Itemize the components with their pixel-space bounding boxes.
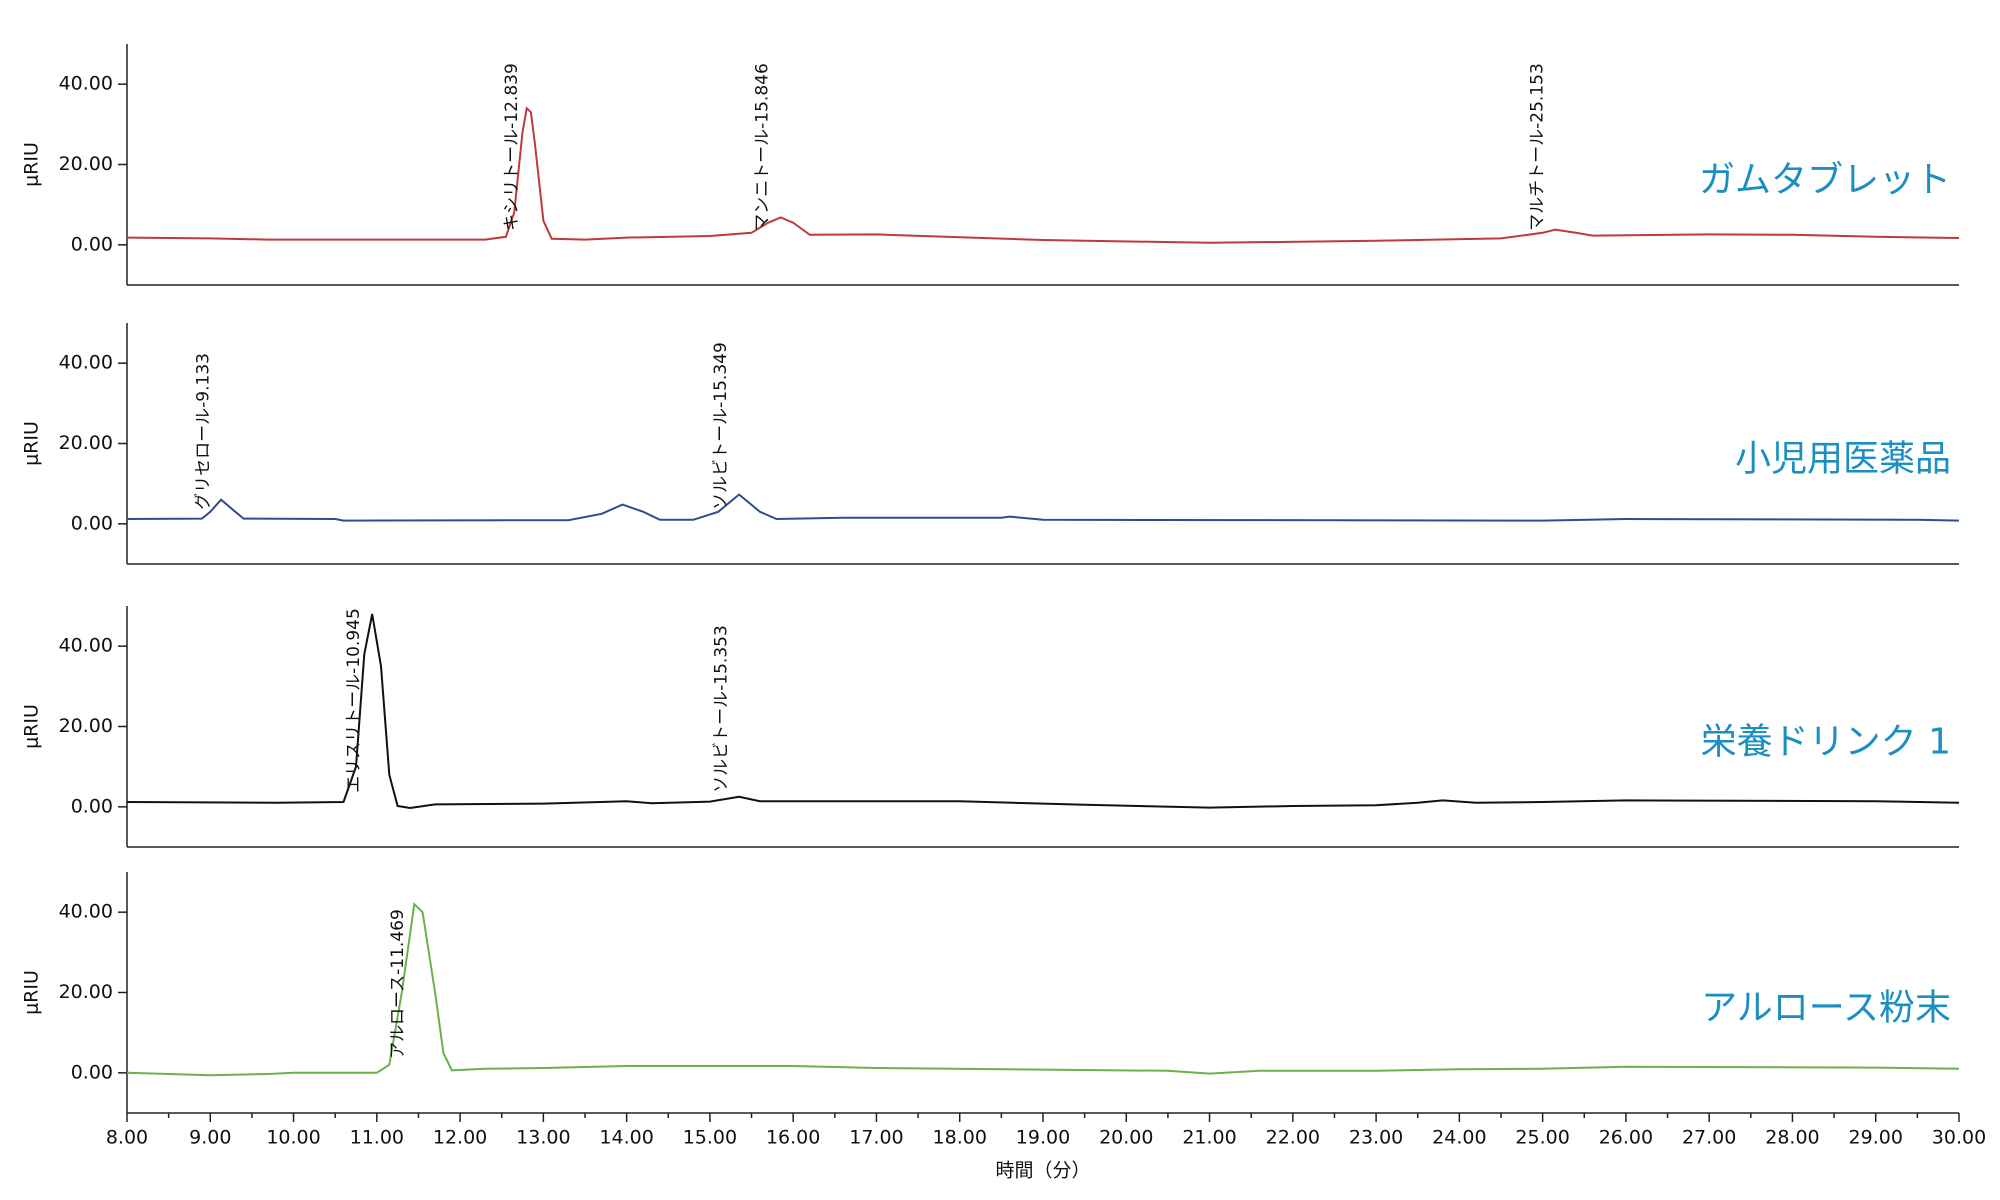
panel-label: 小児用医薬品 [1735,438,1951,479]
x-tick-label: 12.00 [433,1127,487,1149]
y-tick-label: 20.00 [59,153,113,175]
x-tick-label: 13.00 [516,1127,570,1149]
x-tick-label: 23.00 [1349,1127,1403,1149]
y-tick-label: 40.00 [59,73,113,95]
y-tick-label: 20.00 [59,432,113,454]
x-tick-label: 19.00 [1016,1127,1070,1149]
x-tick-label: 29.00 [1849,1127,1903,1149]
peak-label: グリセロール-9.133 [193,353,213,510]
y-axis-label: μRIU [21,704,43,749]
panel-label: アルロース粉末 [1701,987,1951,1028]
y-tick-label: 40.00 [59,635,113,657]
x-tick-label: 30.00 [1932,1127,1986,1149]
x-tick-label: 27.00 [1682,1127,1736,1149]
x-tick-label: 20.00 [1099,1127,1153,1149]
line [126,902,1960,1077]
peak-label: ソルビトール-15.349 [711,342,731,510]
x-tick-label: 21.00 [1182,1127,1236,1149]
panel-label: 栄養ドリンク 1 [1701,721,1951,762]
line [126,493,1960,522]
y-axis-label: μRIU [21,970,43,1015]
x-tick-label: 24.00 [1432,1127,1486,1149]
x-tick-label: 11.00 [350,1127,404,1149]
y-tick-label: 0.00 [71,795,113,817]
line [126,106,1960,244]
x-axis-label: 時間（分） [995,1160,1090,1182]
y-tick-label: 0.00 [71,233,113,255]
peak-label: キシリトール-12.839 [502,63,522,231]
y-tick-label: 20.00 [59,715,113,737]
peak-label: ソルビトール-15.353 [711,625,731,793]
y-tick-label: 20.00 [59,981,113,1003]
peak-label: エリスリトール-10.945 [344,608,364,793]
x-tick-label: 8.00 [106,1127,148,1149]
peak-label: アルロース-11.469 [388,909,408,1059]
y-tick-label: 0.00 [71,1061,113,1083]
x-tick-label: 15.00 [683,1127,737,1149]
y-tick-label: 40.00 [59,352,113,374]
peak-label: マルチトール-25.153 [1527,63,1547,231]
x-tick-label: 22.00 [1266,1127,1320,1149]
y-tick-label: 40.00 [59,901,113,923]
y-tick-label: 0.00 [71,512,113,534]
x-tick-label: 10.00 [266,1127,320,1149]
x-tick-label: 26.00 [1599,1127,1653,1149]
line [126,613,1960,810]
x-tick-label: 14.00 [599,1127,653,1149]
y-axis-label: μRIU [21,142,43,187]
x-tick-label: 9.00 [189,1127,231,1149]
panel-label: ガムタブレット [1699,159,1951,200]
x-tick-label: 18.00 [933,1127,987,1149]
x-tick-label: 16.00 [766,1127,820,1149]
x-tick-label: 25.00 [1515,1127,1569,1149]
x-tick-label: 28.00 [1765,1127,1819,1149]
x-tick-label: 17.00 [849,1127,903,1149]
peak-label: マンニトール-15.846 [752,63,772,231]
y-axis-label: μRIU [21,421,43,466]
